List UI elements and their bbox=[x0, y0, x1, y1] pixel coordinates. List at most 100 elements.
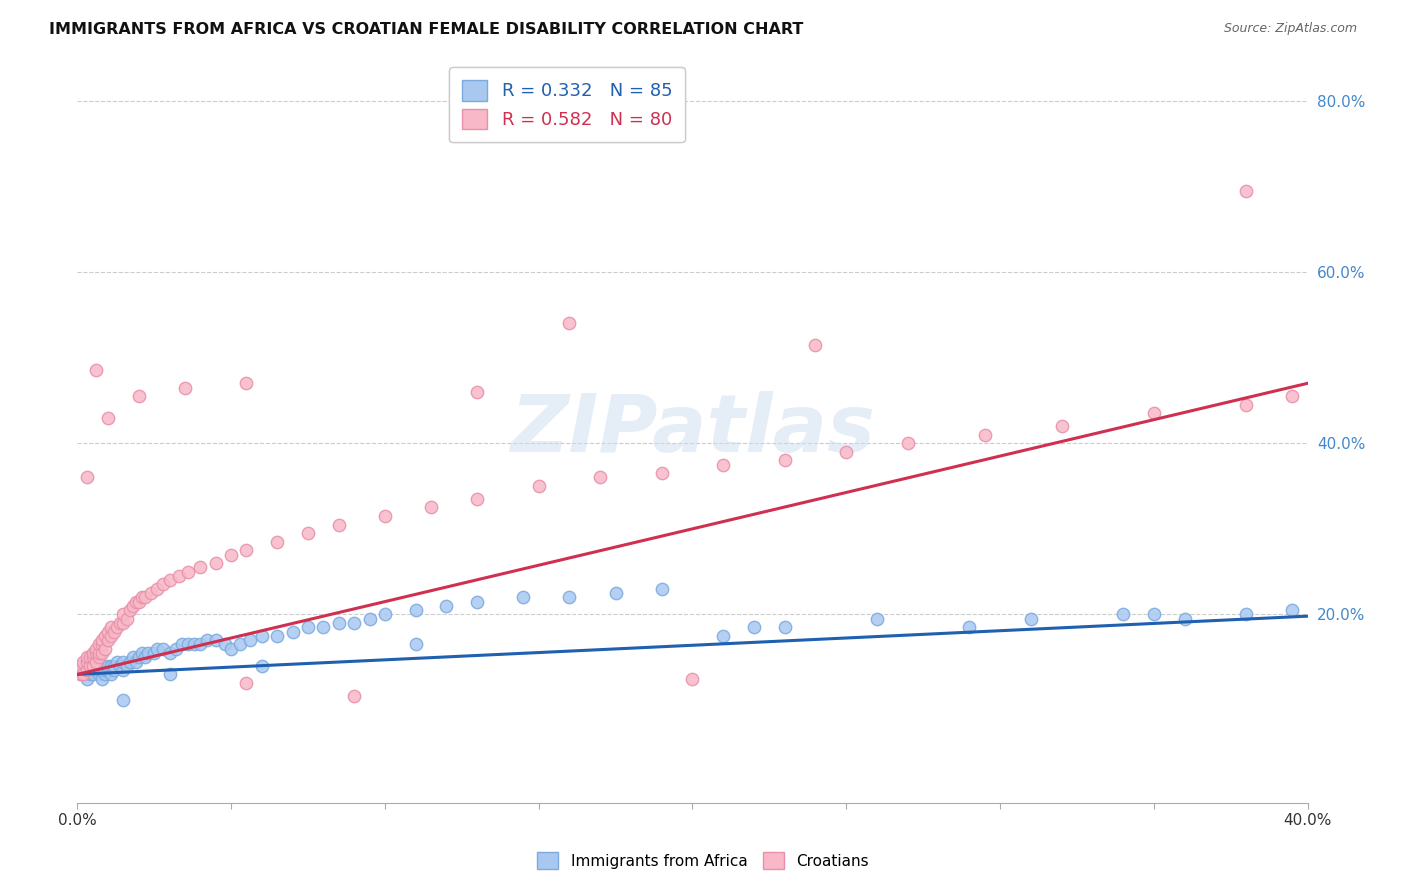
Point bbox=[69, 663, 91, 677]
Point bbox=[76, 663, 98, 677]
Point bbox=[76, 672, 98, 686]
Point bbox=[804, 338, 827, 352]
Point bbox=[1019, 612, 1042, 626]
Point bbox=[374, 607, 396, 622]
Point bbox=[711, 458, 734, 472]
Point bbox=[141, 586, 163, 600]
Point bbox=[897, 436, 920, 450]
Point bbox=[835, 444, 858, 458]
Point bbox=[374, 508, 396, 523]
Point bbox=[134, 650, 156, 665]
Legend: R = 0.332   N = 85, R = 0.582   N = 80: R = 0.332 N = 85, R = 0.582 N = 80 bbox=[450, 67, 685, 142]
Point bbox=[235, 676, 257, 690]
Point bbox=[82, 667, 104, 681]
Point bbox=[87, 663, 110, 677]
Point bbox=[420, 500, 443, 515]
Point bbox=[195, 633, 218, 648]
Point bbox=[94, 629, 117, 643]
Point bbox=[97, 410, 120, 425]
Point bbox=[742, 620, 765, 634]
Point bbox=[84, 655, 107, 669]
Point bbox=[79, 655, 101, 669]
Point bbox=[1234, 607, 1257, 622]
Point bbox=[250, 658, 273, 673]
Point bbox=[146, 641, 169, 656]
Point bbox=[235, 376, 257, 391]
Point bbox=[76, 655, 98, 669]
Point bbox=[558, 591, 581, 605]
Point bbox=[69, 667, 91, 681]
Point bbox=[82, 663, 104, 677]
Point bbox=[136, 646, 159, 660]
Point bbox=[214, 637, 236, 651]
Point bbox=[84, 363, 107, 377]
Point bbox=[266, 534, 288, 549]
Point bbox=[90, 637, 114, 651]
Point bbox=[134, 591, 156, 605]
Point bbox=[159, 573, 181, 587]
Point bbox=[97, 633, 120, 648]
Point bbox=[1112, 607, 1135, 622]
Point bbox=[72, 667, 94, 681]
Point bbox=[177, 565, 200, 579]
Point bbox=[121, 650, 143, 665]
Point bbox=[558, 317, 581, 331]
Point bbox=[87, 646, 110, 660]
Point bbox=[118, 655, 141, 669]
Point bbox=[87, 650, 110, 665]
Point bbox=[90, 646, 114, 660]
Point bbox=[76, 650, 98, 665]
Point bbox=[152, 577, 174, 591]
Point bbox=[103, 658, 125, 673]
Point bbox=[125, 655, 148, 669]
Point bbox=[174, 381, 197, 395]
Point bbox=[204, 556, 226, 570]
Point bbox=[297, 526, 319, 541]
Point bbox=[167, 569, 190, 583]
Point bbox=[973, 427, 995, 442]
Point bbox=[97, 663, 120, 677]
Point bbox=[82, 646, 104, 660]
Point bbox=[100, 667, 122, 681]
Point bbox=[103, 663, 125, 677]
Point bbox=[79, 667, 101, 681]
Point bbox=[343, 689, 366, 703]
Point bbox=[94, 663, 117, 677]
Point bbox=[1281, 603, 1303, 617]
Point bbox=[229, 637, 252, 651]
Point bbox=[1174, 612, 1197, 626]
Point bbox=[87, 658, 110, 673]
Point bbox=[90, 633, 114, 648]
Point bbox=[328, 615, 350, 630]
Point bbox=[84, 646, 107, 660]
Point bbox=[465, 594, 488, 608]
Point bbox=[121, 599, 143, 613]
Point bbox=[110, 615, 132, 630]
Point bbox=[115, 612, 138, 626]
Point bbox=[250, 629, 273, 643]
Point bbox=[100, 658, 122, 673]
Point bbox=[131, 646, 153, 660]
Point bbox=[1050, 419, 1073, 434]
Point bbox=[69, 658, 91, 673]
Legend: Immigrants from Africa, Croatians: Immigrants from Africa, Croatians bbox=[531, 846, 875, 875]
Point bbox=[235, 543, 257, 558]
Point bbox=[1281, 389, 1303, 403]
Point bbox=[159, 646, 181, 660]
Point bbox=[219, 548, 242, 562]
Point bbox=[100, 629, 122, 643]
Point bbox=[94, 641, 117, 656]
Point bbox=[105, 655, 128, 669]
Point bbox=[1143, 607, 1166, 622]
Point bbox=[79, 658, 101, 673]
Point bbox=[773, 620, 796, 634]
Point bbox=[97, 624, 120, 639]
Point bbox=[177, 637, 200, 651]
Point bbox=[682, 672, 704, 686]
Point bbox=[165, 641, 187, 656]
Point bbox=[72, 658, 94, 673]
Point bbox=[605, 586, 627, 600]
Point bbox=[1234, 398, 1257, 412]
Point bbox=[343, 615, 366, 630]
Point bbox=[112, 607, 135, 622]
